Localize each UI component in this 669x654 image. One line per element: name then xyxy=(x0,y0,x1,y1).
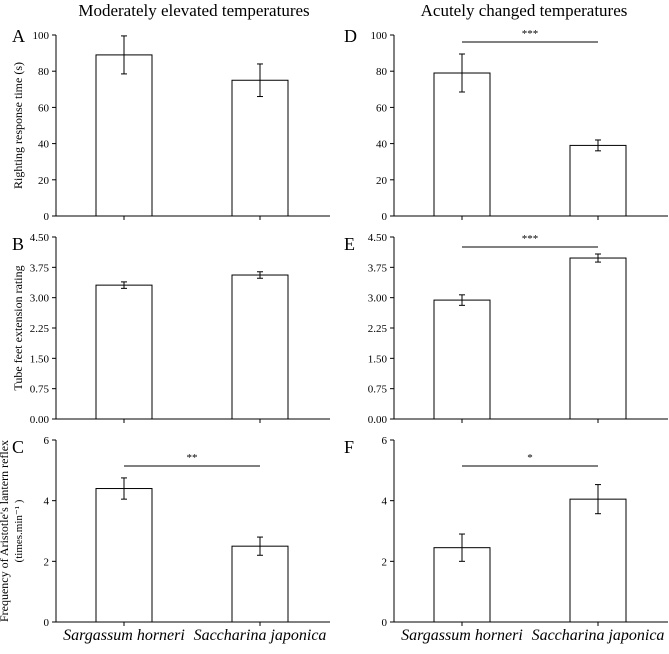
y-tick-label: 40 xyxy=(38,139,50,151)
y-tick-label: 1.50 xyxy=(368,353,388,365)
panel-letter: E xyxy=(344,234,355,254)
y-tick-label: 0.00 xyxy=(368,414,388,426)
y-tick-label: 4.50 xyxy=(30,232,50,244)
y-axis-label: Righting response time (s) xyxy=(11,62,25,189)
y-tick-label: 2.25 xyxy=(30,323,50,335)
bar-2 xyxy=(231,545,289,623)
y-tick-label: 1.50 xyxy=(30,353,50,365)
y-tick-label: 4.50 xyxy=(368,232,388,244)
panel-c: C 0 2 4 6 ** Frequency of Aristotle's lantern … xyxy=(0,435,330,629)
bar-2 xyxy=(231,274,289,420)
bar-2 xyxy=(569,144,627,217)
left-column-title: Moderately elevated temperatures xyxy=(78,1,309,20)
bar-1 xyxy=(95,284,153,420)
y-tick-label: 100 xyxy=(33,30,50,42)
panel-f: F 0 2 4 6 * xyxy=(344,435,668,629)
right-category-label-1: Sargassum horneri xyxy=(401,627,523,644)
significance-marker: *** xyxy=(522,233,539,245)
left-category-label-1: Sargassum horneri xyxy=(63,627,185,644)
y-tick-label: 3.00 xyxy=(30,293,50,305)
panel-b: B 0.00 0.75 1.50 2.25 3.00 3.75 4.50 Tube feet e… xyxy=(11,232,330,426)
bar-1 xyxy=(95,54,153,217)
y-tick-label: 0 xyxy=(382,211,388,223)
significance-marker: *** xyxy=(522,28,539,40)
y-tick-label: 2 xyxy=(44,556,50,568)
right-column-title: Acutely changed temperatures xyxy=(421,1,628,20)
y-tick-label: 4 xyxy=(44,496,50,508)
panel-letter: C xyxy=(12,437,24,457)
y-axis-label: Frequency of Aristotle's lantern reflex xyxy=(0,440,11,622)
y-tick-label: 0.75 xyxy=(368,384,388,396)
y-tick-label: 3.75 xyxy=(30,262,50,274)
y-tick-label: 0 xyxy=(382,617,388,629)
left-category-label-2: Saccharina japonica xyxy=(194,627,327,644)
bar-1 xyxy=(95,488,153,623)
y-tick-label: 3.00 xyxy=(368,293,388,305)
bar-2 xyxy=(569,257,627,420)
y-tick-label: 0.75 xyxy=(30,384,50,396)
y-tick-label: 2.25 xyxy=(368,323,388,335)
y-tick-label: 60 xyxy=(376,102,388,114)
y-tick-label: 100 xyxy=(371,30,388,42)
bar-1 xyxy=(433,72,491,217)
y-tick-label: 2 xyxy=(382,556,388,568)
y-tick-label: 0 xyxy=(44,617,50,629)
panel-d: D 0 20 40 60 80 100 *** xyxy=(344,26,668,223)
y-tick-label: 20 xyxy=(38,175,50,187)
panel-letter: A xyxy=(12,26,25,46)
bar-2 xyxy=(569,498,627,623)
panel-e: E 0.00 0.75 1.50 2.25 3.00 3.75 4.50 *** xyxy=(344,232,668,426)
right-category-label-2: Saccharina japonica xyxy=(532,627,665,644)
y-tick-label: 20 xyxy=(376,175,388,187)
y-tick-label: 60 xyxy=(38,102,50,114)
y-tick-label: 4 xyxy=(382,496,388,508)
y-tick-label: 80 xyxy=(376,66,388,78)
y-tick-label: 0.00 xyxy=(30,414,50,426)
y-tick-label: 3.75 xyxy=(368,262,388,274)
significance-marker: ** xyxy=(187,452,198,464)
bar-2 xyxy=(231,79,289,217)
bar-1 xyxy=(433,299,491,420)
y-tick-label: 40 xyxy=(376,139,388,151)
panel-a: A 0 20 40 60 80 100 Righting response time (s) xyxy=(11,26,330,223)
panel-letter: D xyxy=(344,26,357,46)
significance-marker: * xyxy=(527,452,533,464)
y-tick-label: 0 xyxy=(44,211,50,223)
panel-letter: F xyxy=(344,437,354,457)
y-axis-label: Tube feet extension rating xyxy=(11,265,25,390)
y-tick-label: 6 xyxy=(382,435,388,447)
y-tick-label: 80 xyxy=(38,66,50,78)
y-tick-label: 6 xyxy=(44,435,50,447)
y-axis-label-units: (times.min⁻¹ ) xyxy=(13,499,25,562)
panel-letter: B xyxy=(12,234,24,254)
